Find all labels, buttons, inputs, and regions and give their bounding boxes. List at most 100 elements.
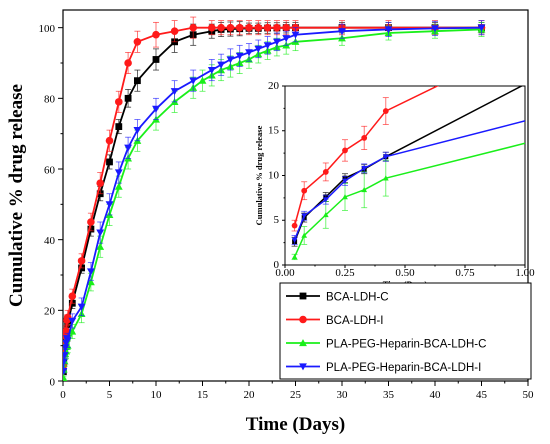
main-y-axis-title: Cumulative % drug release [6, 84, 27, 307]
main-data-point [86, 268, 95, 276]
main-data-point [63, 337, 72, 345]
main-data-point [189, 77, 198, 85]
main-x-tick-label: 15 [197, 389, 209, 401]
main-y-tick-label: 40 [44, 235, 56, 247]
inset-data-point [301, 187, 308, 194]
legend-entry: BCA-LDH-I [326, 315, 384, 327]
legend-entry: PLA-PEG-Heparin-BCA-LDH-C [326, 339, 486, 351]
main-data-point [105, 201, 114, 209]
inset-data-point [382, 154, 389, 160]
main-x-tick-label: 25 [290, 389, 302, 401]
inset-data-point [301, 213, 308, 219]
main-data-point [96, 229, 105, 237]
main-data-point [170, 27, 179, 35]
inset-series-2 [291, 142, 525, 261]
main-data-point [254, 23, 263, 32]
main-x-tick-label: 10 [151, 389, 163, 401]
main-data-point [282, 23, 291, 32]
main-data-point [235, 23, 244, 32]
main-data-point [63, 327, 70, 335]
inset-data-point [322, 169, 329, 175]
main-data-point [208, 23, 216, 32]
main-x-tick-label: 5 [107, 389, 113, 401]
main-data-point [152, 56, 160, 63]
main-data-point [217, 23, 225, 32]
main-data-point [124, 59, 132, 67]
main-data-point [114, 169, 123, 177]
inset-data-point [322, 197, 329, 203]
main-data-point [152, 30, 160, 39]
inset-x-tick-label: 0.75 [455, 267, 475, 279]
inset-data-point [322, 212, 329, 218]
main-y-tick-label: 0 [50, 376, 56, 388]
inset-data-point [382, 175, 389, 181]
main-data-point [133, 38, 142, 46]
main-y-tick-label: 100 [39, 23, 56, 35]
main-y-tick-label: 20 [44, 306, 56, 318]
inset-x-tick-label: 0.50 [395, 267, 415, 279]
inset-x-tick-label: 0.25 [335, 267, 355, 279]
main-data-point [263, 23, 272, 32]
main-data-point [273, 23, 281, 32]
main-data-point [96, 242, 105, 250]
main-data-point [477, 24, 486, 32]
main-data-point [133, 127, 142, 135]
legend-entry: PLA-PEG-Heparin-BCA-LDH-I [326, 362, 481, 374]
inset-data-point [291, 222, 298, 229]
inset-series-layer [291, 86, 525, 261]
main-data-point [170, 88, 179, 96]
main-data-point [282, 35, 291, 43]
main-data-point [106, 158, 113, 166]
inset-data-point [361, 186, 368, 193]
main-x-tick-label: 0 [60, 389, 66, 401]
main-x-tick-label: 30 [337, 389, 349, 401]
main-x-tick-label: 20 [244, 389, 256, 401]
inset-series-1 [291, 86, 440, 232]
main-data-point [226, 56, 235, 64]
main-data-point [189, 23, 197, 32]
inset-data-point [342, 178, 348, 184]
legend-marker [299, 292, 307, 300]
main-x-tick-label: 40 [430, 389, 442, 401]
legend-marker [299, 315, 307, 324]
main-data-point [63, 358, 68, 366]
main-data-point [86, 278, 95, 286]
main-y-tick-label: 60 [44, 164, 56, 176]
inset-x-tick-label: 1.00 [515, 267, 535, 279]
main-y-tick-label: 80 [44, 94, 56, 106]
main-data-point [134, 77, 141, 85]
main-data-point [254, 45, 263, 53]
main-data-point [77, 303, 86, 311]
main-data-point [217, 61, 226, 69]
main-data-point [226, 23, 235, 32]
inset-y-tick-label: 0 [274, 259, 280, 271]
main-data-point [431, 25, 439, 33]
main-x-tick-label: 50 [523, 389, 535, 401]
inset-y-axis-title: Cumulative % drug release [254, 125, 264, 225]
inset-data-point [291, 254, 298, 260]
inset-y-tick-label: 15 [268, 125, 280, 137]
main-data-point [152, 105, 160, 113]
main-x-tick-label: 45 [476, 389, 488, 401]
inset-y-tick-label: 20 [268, 80, 280, 92]
main-series-3 [63, 20, 486, 376]
main-data-point [87, 218, 95, 226]
main-data-point [235, 52, 244, 60]
main-data-point [63, 367, 68, 376]
main-series-layer [63, 16, 486, 381]
main-data-point [77, 257, 86, 265]
legend-box [279, 282, 532, 380]
inset-data-point [291, 237, 298, 243]
main-data-point [245, 23, 253, 32]
inset-data-point [342, 194, 348, 200]
main-data-point [63, 344, 70, 352]
main-data-point [207, 66, 216, 74]
main-data-point [68, 292, 77, 301]
inset-data-point [301, 232, 308, 238]
main-data-point [124, 144, 133, 152]
inset-data-point [361, 135, 368, 141]
main-data-point [124, 94, 132, 102]
main-data-point [263, 42, 272, 50]
